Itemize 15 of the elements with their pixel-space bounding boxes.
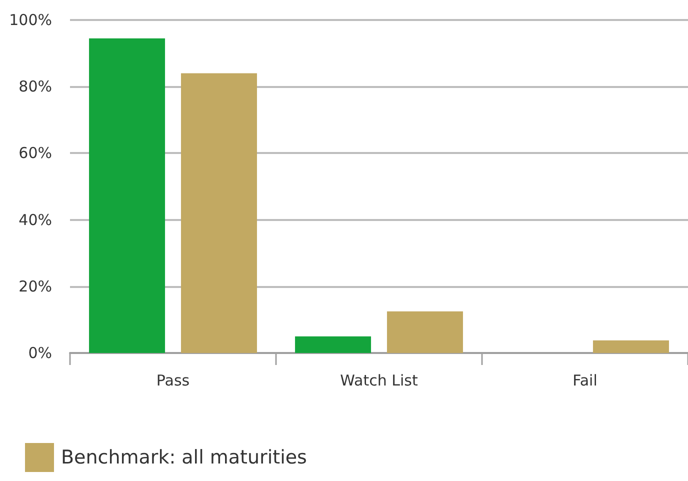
x-tick-label: Watch List — [340, 372, 418, 390]
bar — [180, 73, 257, 353]
y-tick-label: 40% — [18, 210, 52, 229]
y-tick-label: 60% — [18, 144, 52, 162]
x-tick-label: Fail — [572, 372, 598, 390]
bar — [386, 311, 463, 353]
y-tick-label: 100% — [9, 11, 52, 29]
y-tick-label: 80% — [18, 78, 52, 96]
y-tick-label: 20% — [18, 277, 52, 296]
bar — [295, 336, 372, 353]
legend-label: Benchmark: all maturities — [61, 446, 307, 468]
bar — [89, 38, 166, 353]
y-tick-label: 0% — [28, 344, 52, 362]
bar — [592, 340, 669, 353]
x-tick-label: Pass — [156, 372, 190, 390]
